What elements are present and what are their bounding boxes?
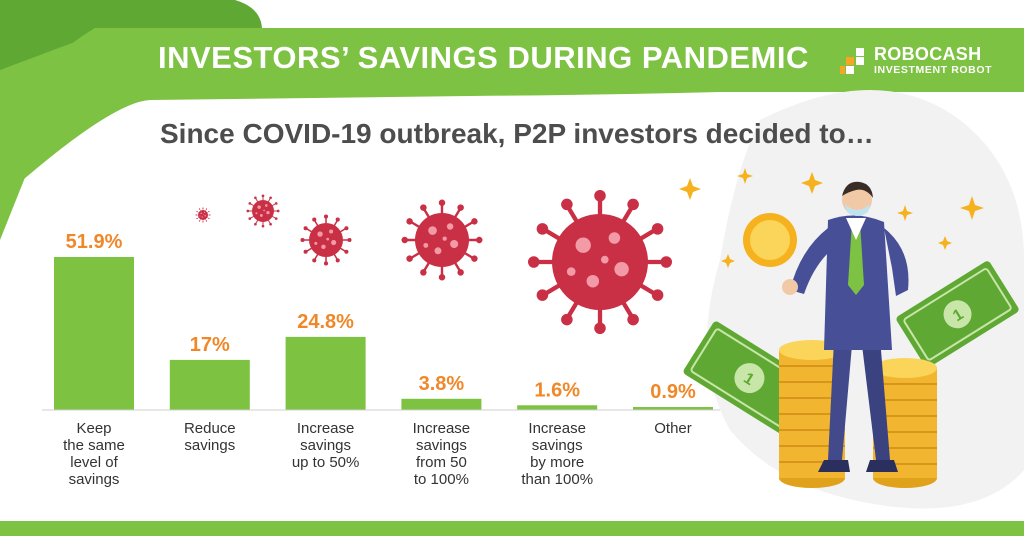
- category-label-line: up to 50%: [291, 454, 360, 471]
- category-label-line: to 100%: [413, 471, 469, 488]
- header-title: INVESTORS’ SAVINGS DURING PANDEMIC: [158, 40, 809, 75]
- logo-mark-icon: [840, 48, 864, 74]
- category-label-line: by more: [530, 454, 585, 471]
- footer-green-strip: [0, 521, 1024, 536]
- chart-title: Since COVID-19 outbreak, P2P investors d…: [160, 118, 874, 149]
- value-label-3: 24.8%: [297, 311, 354, 333]
- value-label-6: 0.9%: [650, 381, 696, 403]
- value-label-4: 3.8%: [419, 373, 465, 395]
- value-label-5: 1.6%: [534, 379, 580, 401]
- brand-tagline: INVESTMENT ROBOT: [874, 64, 993, 76]
- category-label-line: level of: [70, 454, 118, 471]
- category-label-line: Increase: [528, 420, 586, 437]
- robocash-logo[interactable]: ROBOCASH INVESTMENT ROBOT: [840, 44, 993, 78]
- category-label-line: the same: [63, 437, 125, 454]
- category-label-6: Other: [618, 420, 728, 437]
- value-labels-layer: 51.9% 17% 24.8% 3.8% 1.6% 0.9%: [66, 231, 696, 403]
- value-label-2: 17%: [190, 334, 230, 356]
- category-label-5: Increase savings by more than 100%: [502, 420, 612, 488]
- category-label-line: savings: [184, 437, 236, 454]
- header-green-banner: [0, 28, 1024, 200]
- category-label-3: Increase savings up to 50%: [271, 420, 381, 471]
- category-label-line: from 50: [415, 454, 467, 471]
- category-label-line: Increase: [296, 420, 355, 437]
- bar-4: [401, 398, 482, 410]
- bar-6: [633, 407, 713, 410]
- category-label-1: Keep the same level of savings: [39, 420, 149, 488]
- category-label-2: Reduce savings: [155, 420, 265, 454]
- category-label-line: savings: [531, 437, 583, 454]
- value-label-1: 51.9%: [66, 231, 123, 253]
- bar-3: [285, 336, 366, 410]
- category-label-line: savings: [68, 471, 120, 488]
- bars-layer: [54, 257, 713, 410]
- category-label-line: savings: [300, 437, 352, 454]
- category-label-line: Reduce: [183, 420, 236, 437]
- category-label-line: Other: [654, 420, 692, 437]
- category-label-line: Increase: [412, 420, 471, 437]
- category-label-line: Keep: [76, 420, 112, 437]
- category-label-4: Increase savings from 50 to 100%: [386, 420, 496, 488]
- brand-name: ROBOCASH: [874, 44, 982, 64]
- category-label-line: savings: [415, 437, 467, 454]
- category-label-line: than 100%: [521, 471, 594, 488]
- bar-2: [169, 359, 250, 410]
- bar-5: [517, 405, 598, 410]
- businessman-illustration: [743, 181, 909, 472]
- sparkle-icons: [679, 168, 984, 268]
- bar-1: [54, 257, 134, 410]
